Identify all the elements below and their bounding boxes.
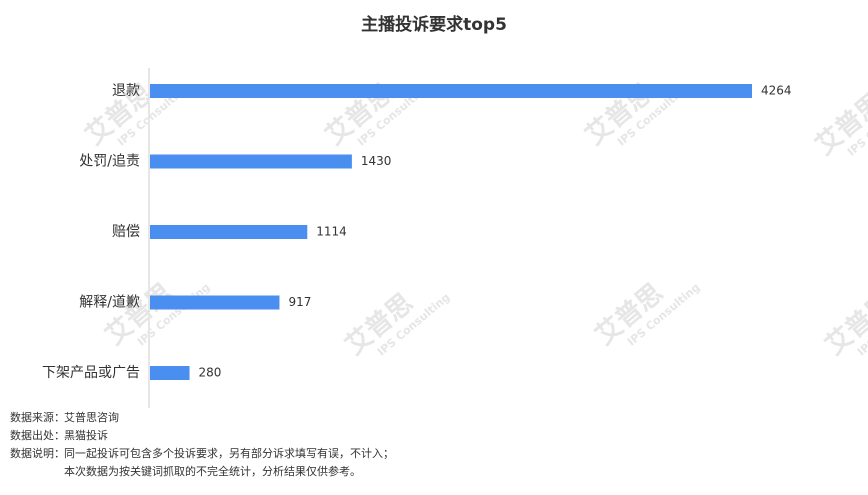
bar <box>150 366 190 380</box>
note-text: 艾普思咨询 <box>64 410 119 424</box>
chart-title: 主播投诉要求top5 <box>361 14 507 35</box>
y-tick-label: 退款 <box>112 83 140 99</box>
y-tick-label: 下架产品或广告 <box>42 365 140 381</box>
note-text: 同一起投诉可包含多个投诉要求，另有部分诉求填写有误，不计入； <box>64 446 394 460</box>
note-text: 本次数据为按关键词抓取的不完全统计，分析结果仅供参考。 <box>64 464 361 478</box>
value-label: 280 <box>199 366 222 380</box>
value-label: 917 <box>288 295 311 309</box>
bar <box>150 225 308 239</box>
note-label: 数据说明： <box>10 446 65 460</box>
y-tick-label: 处罚/追责 <box>79 154 140 170</box>
value-label: 4264 <box>761 84 792 98</box>
bar <box>150 295 280 310</box>
note-text: 黑猫投诉 <box>64 428 108 442</box>
bar <box>150 154 352 169</box>
note-label: 数据来源： <box>10 410 65 424</box>
y-tick-label: 赔偿 <box>112 224 140 240</box>
y-tick-label: 解释/道歉 <box>79 294 140 311</box>
bar <box>150 84 752 98</box>
note-label: 数据出处： <box>10 428 65 442</box>
value-label: 1430 <box>361 154 392 168</box>
value-label: 1114 <box>316 225 347 239</box>
